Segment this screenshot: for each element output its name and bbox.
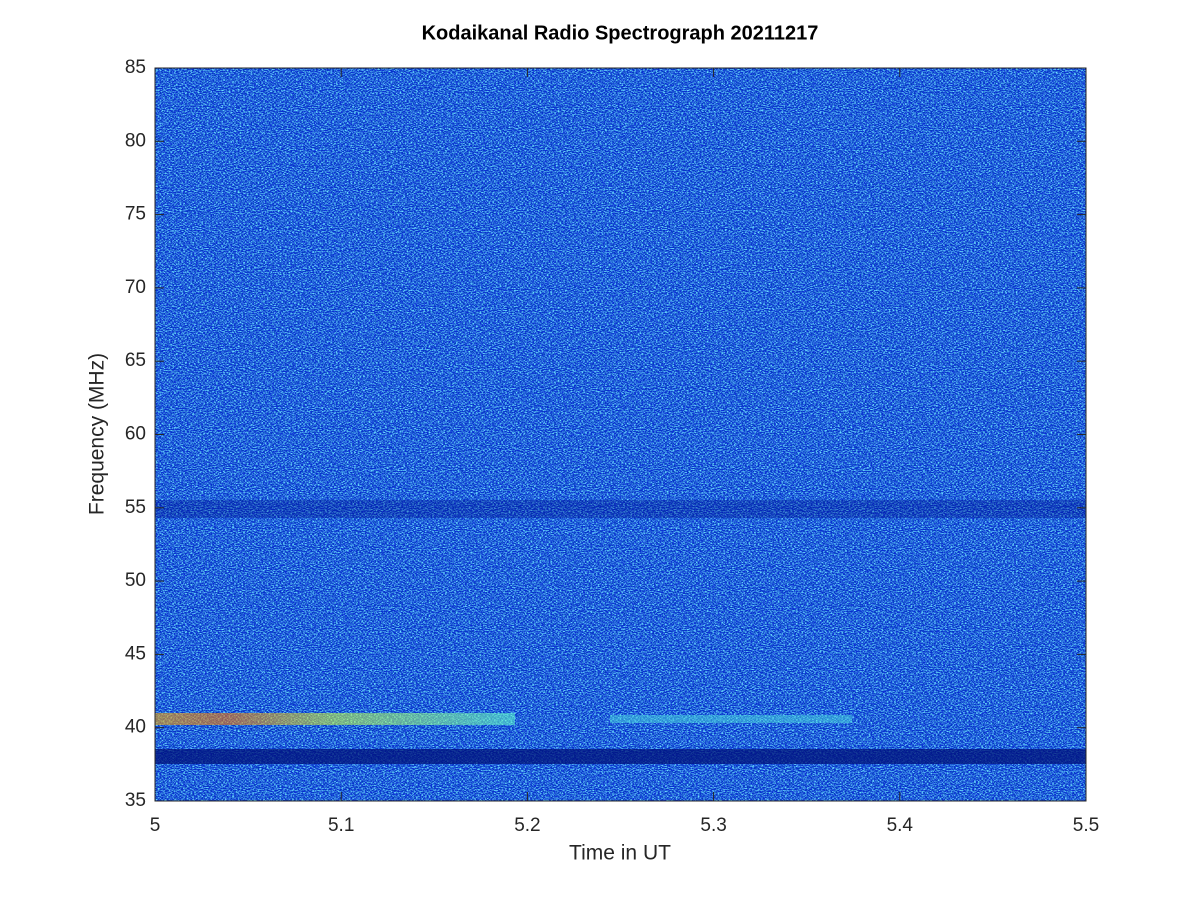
y-tick-label: 60 — [125, 424, 146, 445]
y-tick-label: 50 — [125, 570, 146, 591]
burst-band — [155, 713, 515, 725]
x-tick-label: 5.3 — [700, 815, 726, 836]
x-tick-label: 5.4 — [887, 815, 914, 836]
y-tick-label: 45 — [125, 643, 146, 664]
y-tick-label: 80 — [125, 130, 146, 151]
x-tick-label: 5.2 — [514, 815, 540, 836]
chart-title: Kodaikanal Radio Spectrograph 20211217 — [422, 22, 819, 44]
dark-band — [155, 500, 1086, 518]
y-tick-label: 40 — [125, 717, 146, 738]
x-axis-label: Time in UT — [569, 842, 671, 865]
spectrum-noise — [155, 68, 1086, 801]
spectrogram-image — [155, 68, 1086, 801]
dark-band — [155, 749, 1086, 764]
x-tick-label: 5.1 — [328, 815, 354, 836]
y-tick-label: 35 — [125, 790, 146, 811]
y-tick-label: 85 — [125, 57, 146, 78]
y-axis-label: Frequency (MHz) — [86, 353, 109, 515]
y-tick-label: 65 — [125, 350, 146, 371]
y-tick-label: 70 — [125, 277, 146, 298]
x-tick-label: 5.5 — [1073, 815, 1099, 836]
y-tick-label: 55 — [125, 497, 146, 518]
x-tick-label: 5 — [150, 815, 161, 836]
burst-band — [610, 715, 852, 723]
y-tick-label: 75 — [125, 204, 146, 225]
